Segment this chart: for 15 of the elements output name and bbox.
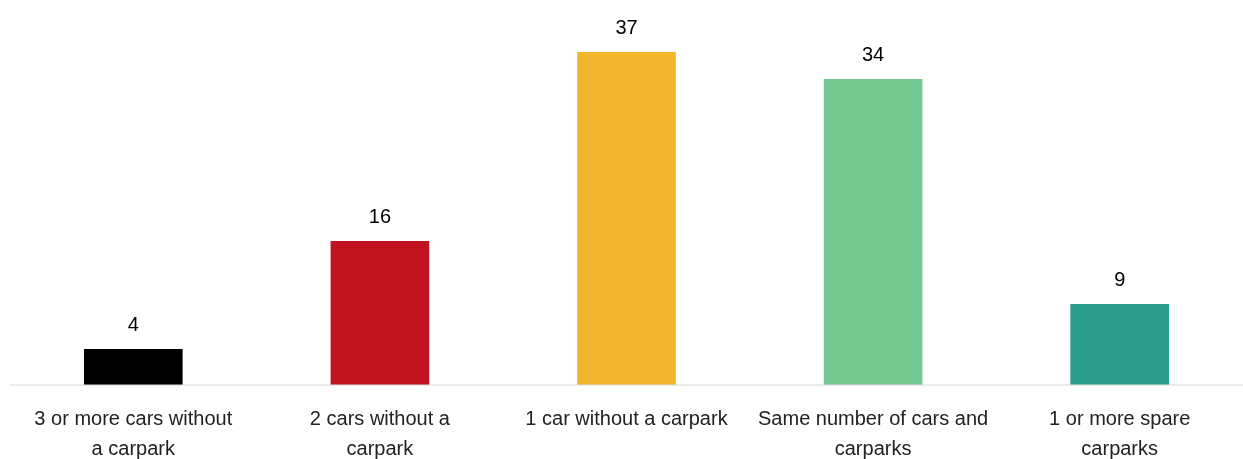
x-tick-label: 3 or more cars without a carpark — [34, 407, 233, 459]
bar — [1070, 304, 1170, 385]
x-tick-label: 2 cars without a carpark — [309, 407, 451, 459]
bar — [577, 52, 676, 385]
data-label: 37 — [615, 16, 638, 38]
x-tick-label: 1 car without a carpark — [525, 407, 729, 429]
data-label: 9 — [1114, 268, 1126, 290]
data-label: 16 — [368, 205, 392, 227]
data-label: 4 — [127, 313, 139, 335]
bar — [330, 241, 430, 385]
x-tick-label: 1 or more spare carparks — [1049, 407, 1191, 459]
bar — [83, 349, 183, 385]
x-tick-label: Same number of cars and carparks — [758, 407, 989, 459]
bar — [823, 79, 923, 385]
data-label: 34 — [861, 43, 885, 65]
